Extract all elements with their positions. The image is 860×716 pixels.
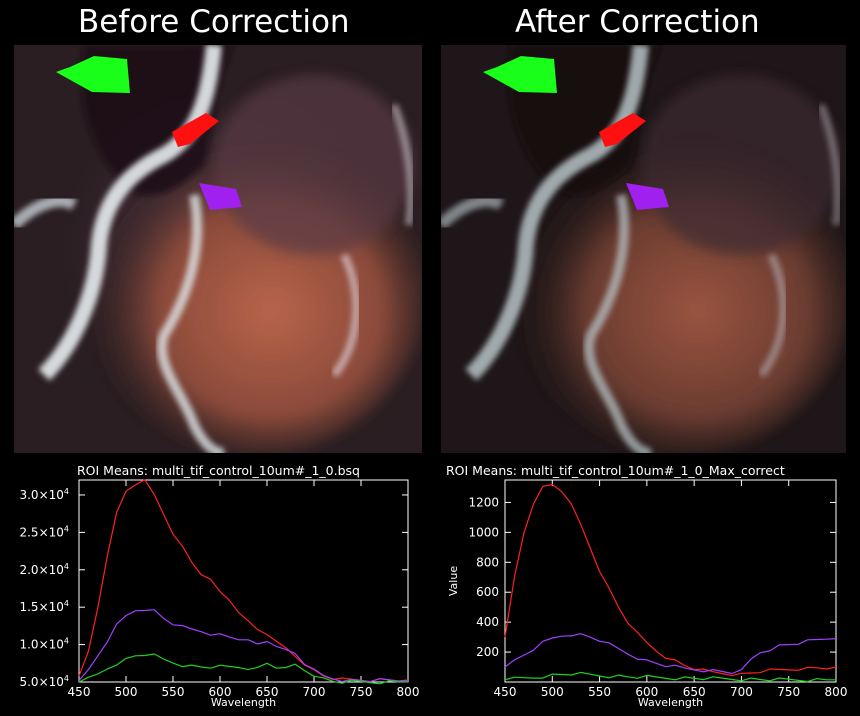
x-tick-label: 600 [209, 685, 232, 699]
x-tick-label: 450 [68, 685, 91, 699]
series-line [78, 609, 409, 683]
y-tick-label: 400 [476, 615, 499, 629]
plot-frame [78, 479, 409, 683]
after-correction-title: After Correction [515, 4, 760, 40]
y-tick-label: 600 [476, 585, 499, 599]
y-tick-label: 200 [476, 645, 499, 659]
roi-green-marker [483, 56, 557, 93]
series-line [504, 633, 837, 675]
y-tick-label: 2.0×104 [19, 562, 69, 577]
series-line [504, 671, 836, 683]
series-line [78, 479, 409, 683]
y-tick-label: 5.0×104 [19, 674, 69, 689]
x-tick-label: 750 [350, 685, 373, 699]
y-axis-label: Value [447, 566, 460, 596]
x-tick-label: 550 [588, 685, 611, 699]
roi-green-marker [56, 56, 130, 93]
x-tick-label: 700 [730, 685, 753, 699]
plot-frame [504, 479, 837, 683]
roi-red-marker [172, 113, 219, 147]
roi-red-marker [599, 113, 646, 147]
roi-purple-marker [626, 183, 669, 210]
x-tick-label: 600 [635, 685, 658, 699]
y-tick-label: 3.0×104 [19, 487, 69, 502]
y-tick-label: 2.5×104 [19, 524, 69, 539]
x-tick-label: 650 [683, 685, 706, 699]
x-axis-label: Wavelength [638, 696, 703, 709]
x-tick-label: 500 [541, 685, 564, 699]
x-tick-label: 650 [256, 685, 279, 699]
x-tick-label: 800 [397, 685, 420, 699]
x-tick-label: 800 [825, 685, 848, 699]
left-plot-title: ROI Means: multi_tif_control_10um#_1_0.b… [77, 463, 360, 478]
y-tick-label: 1.0×104 [19, 637, 69, 652]
x-tick-label: 450 [494, 685, 517, 699]
y-tick-label: 800 [476, 555, 499, 569]
before-correction-title: Before Correction [78, 4, 350, 40]
x-axis-label: Wavelength [211, 696, 276, 709]
y-tick-label: 1.5×104 [19, 599, 69, 614]
x-tick-label: 500 [115, 685, 138, 699]
x-tick-label: 750 [777, 685, 800, 699]
roi-purple-marker [199, 183, 242, 210]
x-tick-label: 700 [303, 685, 326, 699]
y-tick-label: 1200 [468, 495, 499, 509]
y-tick-label: 1000 [468, 525, 499, 539]
series-line [78, 653, 408, 685]
before-correction-image [14, 45, 422, 453]
series-line [504, 483, 837, 677]
right-plot-title: ROI Means: multi_tif_control_10um#_1_0_M… [446, 463, 785, 478]
x-tick-label: 550 [162, 685, 185, 699]
after-correction-image [441, 45, 846, 453]
